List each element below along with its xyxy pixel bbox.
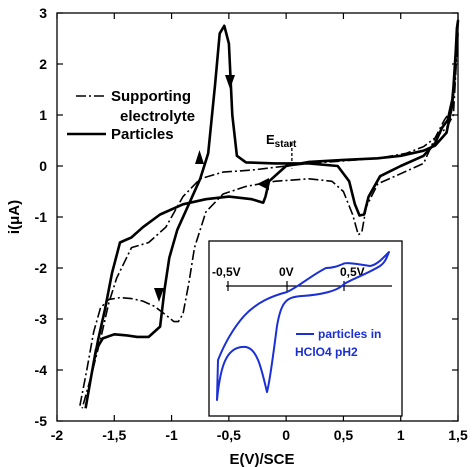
legend-label-supporting-2: electrolyte [120,108,195,125]
e-start-annotation: Estart [266,132,297,169]
arrow-down-peak [225,75,235,89]
x-axis-title: E(V)/SCE [229,451,294,467]
y-tick-label: 1 [39,107,47,123]
y-tick-label: 2 [39,56,47,72]
arrow-left-cathodic [257,178,269,190]
x-tick-label: 0,5 [334,427,354,443]
y-tick-label: -2 [35,260,48,276]
x-tick-label: -1,5 [102,427,126,443]
scan-direction-arrows [154,75,269,302]
x-tick-label: -2 [51,427,64,443]
inset-tick-label-2: 0V [279,265,294,279]
inset-legend-label-2: HClO4 pH2 [295,345,358,359]
x-tick-label: 1 [397,427,405,443]
inset-tick-label-3: 0,5V [340,265,365,279]
y-tick-label: -5 [35,413,48,429]
e-start-letter: E [266,132,275,147]
series-layer [79,19,460,409]
tick-labels: -2 -1,5 -1 -0,5 0 0,5 1 1,5 3 2 1 0 -1 -2 -3 -4 -5 [35,5,468,443]
legend-label-particles: Particles [111,126,174,143]
legend: Supporting electrolyte Particles [67,88,195,143]
arrow-up-rise [195,150,204,164]
inset-tick-label-1: -0,5V [212,265,241,279]
axis-ticks [56,12,459,422]
x-tick-label: -0,5 [217,427,241,443]
inset-frame [208,240,403,417]
arrow-down-left [154,288,164,302]
e-start-subscript: start [275,139,297,150]
y-tick-label: 0 [39,158,47,174]
y-tick-label: 3 [39,5,47,21]
inset-legend-label-1: particles in [318,327,381,341]
x-tick-label: 0 [282,427,290,443]
inset-panel: -0,5V 0V 0,5V particles in HClO4 pH2 [208,240,403,417]
x-tick-label: 1,5 [448,427,468,443]
inset-curve [216,251,390,401]
series-particles [84,19,460,409]
e-start-label: Estart [266,132,297,150]
y-axis-title: i(μA) [6,200,23,234]
y-tick-label: -3 [35,311,48,327]
x-tick-label: -1 [165,427,178,443]
legend-label-supporting-1: Supporting [111,88,191,105]
y-tick-label: -4 [35,362,48,378]
y-tick-label: -1 [35,209,48,225]
